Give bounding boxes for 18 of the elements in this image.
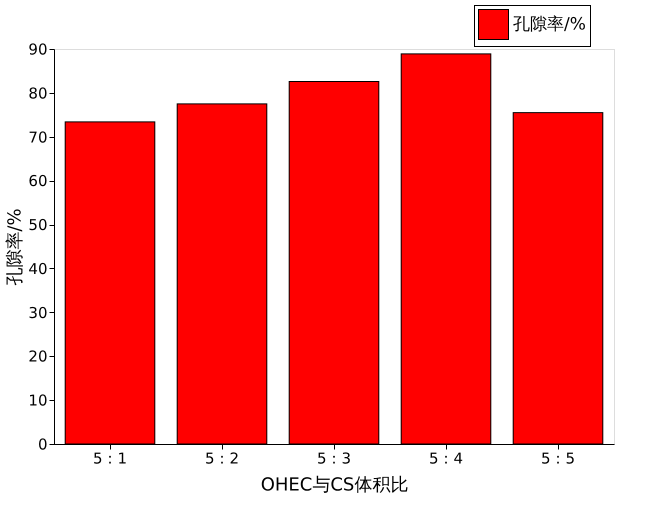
y-axis-title: 孔隙率/%	[4, 208, 26, 286]
y-tick-label: 70	[28, 128, 48, 146]
y-tick-label: 80	[28, 84, 48, 102]
x-tick-label: 5：3	[316, 450, 352, 468]
legend-label: 孔隙率/%	[513, 14, 586, 34]
y-tick-label: 60	[28, 172, 48, 190]
x-axis-title: OHEC与CS体积比	[260, 474, 408, 496]
y-tick-label: 30	[28, 304, 48, 322]
y-tick-label: 20	[28, 348, 48, 366]
y-tick-label: 40	[28, 260, 48, 278]
y-tick-label: 90	[28, 40, 48, 58]
y-tick-label: 50	[28, 216, 48, 234]
x-tick-label: 5：2	[204, 450, 240, 468]
y-tick-label: 0	[38, 436, 48, 454]
x-tick-label: 5：1	[92, 450, 128, 468]
x-tick-label: 5：4	[428, 450, 464, 468]
x-tick-label: 5：5	[540, 450, 576, 468]
y-tick-label: 10	[28, 392, 48, 410]
